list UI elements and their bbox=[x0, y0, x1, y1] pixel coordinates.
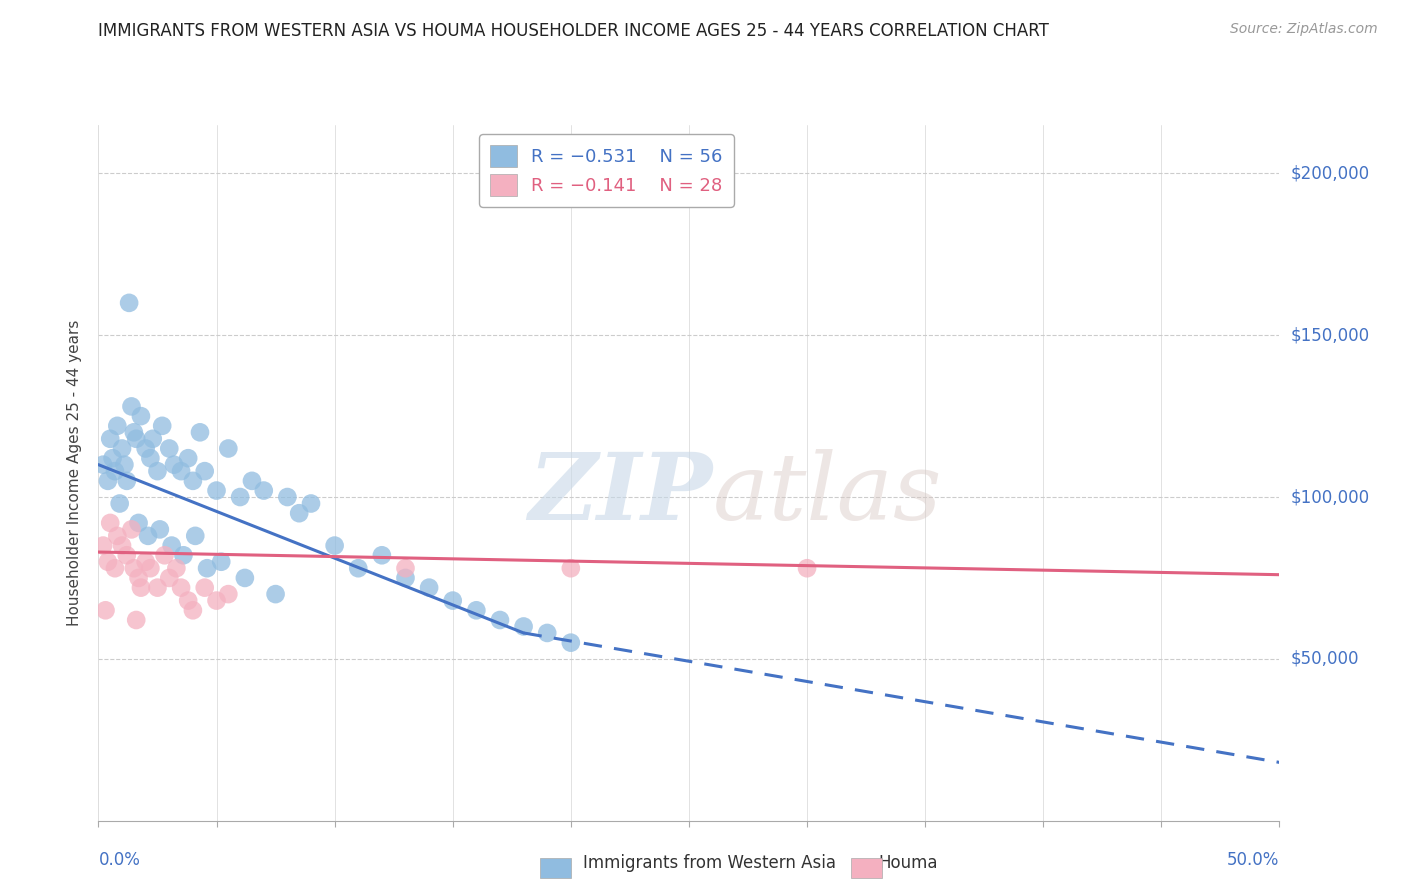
Point bbox=[112, 458, 135, 472]
Point bbox=[104, 464, 127, 478]
Point bbox=[128, 516, 150, 530]
Point bbox=[101, 451, 124, 466]
Point bbox=[371, 549, 394, 563]
Text: Source: ZipAtlas.com: Source: ZipAtlas.com bbox=[1230, 22, 1378, 37]
Point bbox=[188, 425, 211, 440]
Y-axis label: Householder Income Ages 25 - 44 years: Householder Income Ages 25 - 44 years bbox=[67, 319, 83, 626]
Point bbox=[129, 409, 152, 424]
Point bbox=[347, 561, 370, 575]
Point bbox=[94, 603, 117, 617]
Point bbox=[276, 490, 298, 504]
Point bbox=[111, 442, 134, 456]
Text: 0.0%: 0.0% bbox=[98, 851, 141, 869]
Point bbox=[465, 603, 488, 617]
Point bbox=[209, 555, 232, 569]
Point bbox=[105, 529, 128, 543]
Point bbox=[489, 613, 512, 627]
Point bbox=[125, 432, 148, 446]
Point bbox=[170, 464, 193, 478]
Point bbox=[264, 587, 287, 601]
Point bbox=[394, 571, 416, 585]
Point bbox=[299, 496, 322, 510]
Point bbox=[135, 555, 157, 569]
Point bbox=[181, 474, 204, 488]
Point bbox=[512, 619, 534, 633]
Point bbox=[128, 571, 150, 585]
Point bbox=[205, 593, 228, 607]
Text: atlas: atlas bbox=[713, 449, 942, 539]
Point bbox=[139, 451, 162, 466]
Text: IMMIGRANTS FROM WESTERN ASIA VS HOUMA HOUSEHOLDER INCOME AGES 25 - 44 YEARS CORR: IMMIGRANTS FROM WESTERN ASIA VS HOUMA HO… bbox=[98, 22, 1049, 40]
Point bbox=[205, 483, 228, 498]
Point bbox=[195, 561, 218, 575]
Point bbox=[136, 529, 159, 543]
Point bbox=[233, 571, 256, 585]
Text: Houma: Houma bbox=[879, 855, 938, 872]
Text: $100,000: $100,000 bbox=[1291, 488, 1369, 506]
Point bbox=[129, 581, 152, 595]
Point bbox=[115, 474, 138, 488]
Point bbox=[91, 539, 114, 553]
Point bbox=[165, 561, 187, 575]
Point bbox=[172, 549, 194, 563]
Text: $150,000: $150,000 bbox=[1291, 326, 1369, 344]
Point bbox=[229, 490, 252, 504]
Point bbox=[177, 451, 200, 466]
Point bbox=[560, 635, 582, 649]
Point bbox=[536, 626, 558, 640]
Text: $200,000: $200,000 bbox=[1291, 164, 1369, 183]
Point bbox=[122, 425, 145, 440]
Point bbox=[150, 418, 173, 433]
Point bbox=[122, 561, 145, 575]
Point bbox=[217, 587, 239, 601]
Point bbox=[98, 516, 121, 530]
Text: Immigrants from Western Asia: Immigrants from Western Asia bbox=[583, 855, 837, 872]
Point bbox=[105, 418, 128, 433]
Point bbox=[240, 474, 263, 488]
Point bbox=[97, 555, 120, 569]
Point bbox=[115, 549, 138, 563]
Point bbox=[98, 432, 121, 446]
Point bbox=[125, 613, 148, 627]
Point bbox=[91, 458, 114, 472]
Point bbox=[149, 522, 172, 536]
Point bbox=[157, 571, 180, 585]
Text: $50,000: $50,000 bbox=[1291, 650, 1360, 668]
Point bbox=[163, 458, 186, 472]
Point bbox=[157, 442, 180, 456]
Point bbox=[139, 561, 162, 575]
Point bbox=[253, 483, 276, 498]
Point bbox=[153, 549, 176, 563]
Legend: R = −0.531    N = 56, R = −0.141    N = 28: R = −0.531 N = 56, R = −0.141 N = 28 bbox=[479, 134, 734, 207]
Point bbox=[121, 400, 143, 414]
Point bbox=[170, 581, 193, 595]
Point bbox=[142, 432, 165, 446]
Point bbox=[796, 561, 818, 575]
Point bbox=[560, 561, 582, 575]
Point bbox=[146, 581, 169, 595]
Point bbox=[135, 442, 157, 456]
Point bbox=[194, 581, 217, 595]
Point bbox=[146, 464, 169, 478]
Point bbox=[111, 539, 134, 553]
Point bbox=[177, 593, 200, 607]
Point bbox=[184, 529, 207, 543]
Point bbox=[418, 581, 440, 595]
Point bbox=[441, 593, 464, 607]
Point bbox=[181, 603, 204, 617]
Point bbox=[160, 539, 183, 553]
Point bbox=[97, 474, 120, 488]
Text: ZIP: ZIP bbox=[529, 449, 713, 539]
Point bbox=[288, 506, 311, 520]
Point bbox=[104, 561, 127, 575]
Point bbox=[194, 464, 217, 478]
Point bbox=[323, 539, 346, 553]
Point bbox=[217, 442, 239, 456]
Point bbox=[121, 522, 143, 536]
Point bbox=[118, 296, 141, 310]
Point bbox=[394, 561, 416, 575]
Text: 50.0%: 50.0% bbox=[1227, 851, 1279, 869]
Point bbox=[108, 496, 131, 510]
